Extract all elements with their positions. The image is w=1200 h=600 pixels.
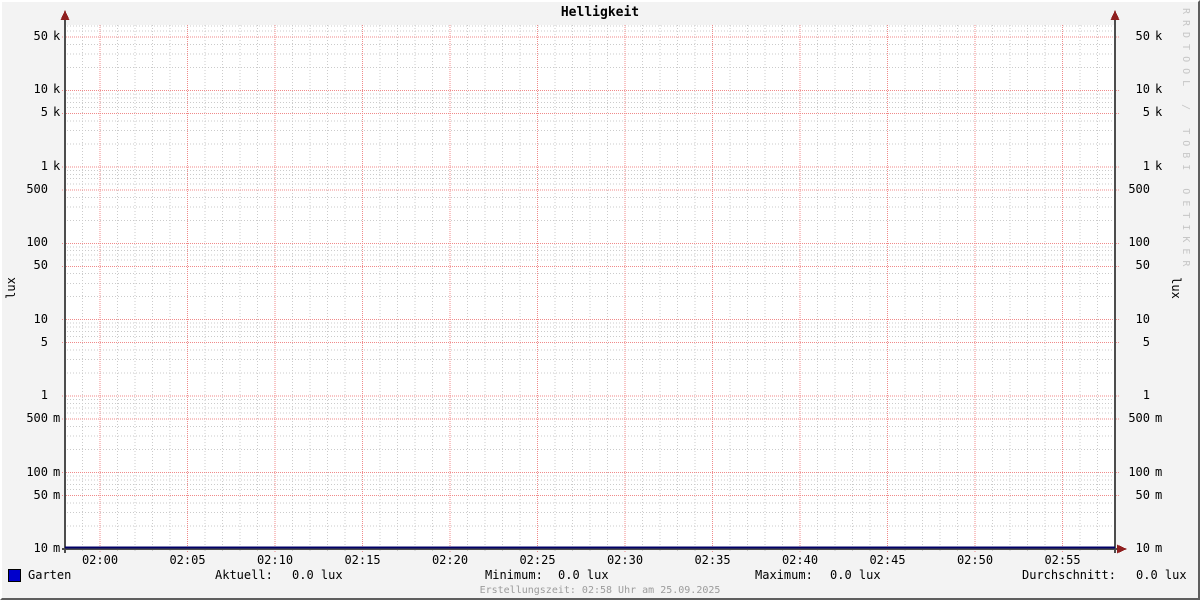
rrdtool-watermark: RRDTOOL / TOBI OETIKER bbox=[1180, 8, 1191, 273]
stat-maximum-value: 0.0 lux bbox=[830, 568, 881, 582]
x-tick-label: 02:05 bbox=[169, 553, 206, 567]
y-tick-label: 500 m bbox=[1128, 411, 1163, 425]
y-tick-label: 1 bbox=[1142, 388, 1150, 402]
stat-minimum-label: Minimum: bbox=[485, 568, 543, 582]
y-tick-label: 10 bbox=[1135, 312, 1150, 326]
stat-durchschnitt-label: Durchschnitt: bbox=[1022, 568, 1116, 582]
y-tick-label: 50 bbox=[33, 258, 48, 272]
y-tick-label: 50 k bbox=[33, 29, 61, 43]
y-tick-label: 500 bbox=[26, 182, 48, 196]
y-axis-unit-left: lux bbox=[4, 277, 18, 299]
y-tick-label: 10 m bbox=[1135, 541, 1163, 555]
x-tick-label: 02:30 bbox=[606, 553, 644, 567]
y-tick-label: 500 m bbox=[26, 411, 61, 425]
x-tick-label: 02:45 bbox=[869, 553, 906, 567]
chart-title: Helligkeit bbox=[560, 5, 640, 20]
x-tick-label: 02:00 bbox=[81, 553, 119, 567]
x-tick-label: 02:35 bbox=[694, 553, 731, 567]
stat-maximum-label: Maximum: bbox=[755, 568, 813, 582]
y-tick-label: 1 bbox=[40, 388, 48, 402]
x-tick-label: 02:40 bbox=[781, 553, 819, 567]
x-tick-label: 02:10 bbox=[256, 553, 294, 567]
stat-aktuell-value: 0.0 lux bbox=[292, 568, 343, 582]
y-tick-label: 5 bbox=[1142, 335, 1150, 349]
stat-durchschnitt-value: 0.0 lux bbox=[1136, 568, 1187, 582]
y-tick-label: 50 bbox=[1135, 258, 1150, 272]
stat-minimum-value: 0.0 lux bbox=[558, 568, 609, 582]
y-tick-label: 10 k bbox=[1135, 82, 1163, 96]
y-tick-label: 10 m bbox=[33, 541, 61, 555]
x-tick-label: 02:50 bbox=[956, 553, 994, 567]
y-tick-label: 100 bbox=[1128, 235, 1150, 249]
stat-aktuell-label: Aktuell: bbox=[215, 568, 273, 582]
y-tick-label: 100 m bbox=[1128, 465, 1163, 479]
y-tick-label: 5 bbox=[40, 335, 48, 349]
series-color-swatch bbox=[8, 569, 21, 582]
y-tick-label: 100 m bbox=[26, 465, 61, 479]
y-axis-unit-right: lux bbox=[1169, 277, 1183, 299]
x-tick-label: 02:20 bbox=[431, 553, 469, 567]
y-tick-label: 50 k bbox=[1135, 29, 1163, 43]
creation-timestamp: Erstellungszeit: 02:58 Uhr am 25.09.2025 bbox=[479, 585, 721, 596]
y-tick-label: 500 bbox=[1128, 182, 1150, 196]
legend-row: Garten Aktuell: 0.0 lux Minimum: 0.0 lux… bbox=[0, 568, 1200, 583]
x-tick-label: 02:15 bbox=[344, 553, 381, 567]
y-tick-label: 50 m bbox=[33, 488, 61, 502]
series-name-label: Garten bbox=[28, 568, 72, 582]
y-tick-label: 50 m bbox=[1135, 488, 1163, 502]
y-tick-label: 10 bbox=[33, 312, 48, 326]
y-tick-label: 10 k bbox=[33, 82, 61, 96]
y-tick-label: 100 bbox=[26, 235, 48, 249]
x-tick-label: 02:55 bbox=[1044, 553, 1081, 567]
x-tick-label: 02:25 bbox=[519, 553, 556, 567]
